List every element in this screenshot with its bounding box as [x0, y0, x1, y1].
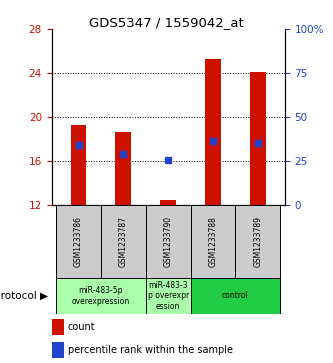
Bar	[190, 278, 280, 314]
Bar	[56, 205, 101, 278]
Bar	[146, 205, 190, 278]
Text: percentile rank within the sample: percentile rank within the sample	[68, 345, 233, 355]
Bar	[235, 205, 280, 278]
Bar	[146, 278, 190, 314]
Bar	[71, 125, 86, 205]
Bar	[56, 278, 146, 314]
Bar	[52, 319, 65, 335]
Text: GSM1233787: GSM1233787	[119, 216, 128, 267]
Bar	[101, 205, 146, 278]
Text: GSM1233786: GSM1233786	[74, 216, 83, 267]
Text: protocol ▶: protocol ▶	[0, 291, 48, 301]
Text: count: count	[68, 322, 96, 332]
Text: miR-483-3
p overexpr
ession: miR-483-3 p overexpr ession	[148, 281, 189, 311]
Bar	[116, 132, 131, 205]
Text: GSM1233788: GSM1233788	[208, 216, 217, 267]
Bar	[52, 342, 65, 358]
Text: GDS5347 / 1559042_at: GDS5347 / 1559042_at	[89, 16, 244, 29]
Bar	[205, 59, 221, 205]
Text: GSM1233789: GSM1233789	[253, 216, 262, 267]
Bar	[250, 72, 266, 205]
Text: control: control	[222, 291, 249, 300]
Bar	[190, 205, 235, 278]
Bar	[160, 200, 176, 205]
Text: GSM1233790: GSM1233790	[164, 216, 173, 267]
Text: miR-483-5p
overexpression: miR-483-5p overexpression	[72, 286, 130, 306]
